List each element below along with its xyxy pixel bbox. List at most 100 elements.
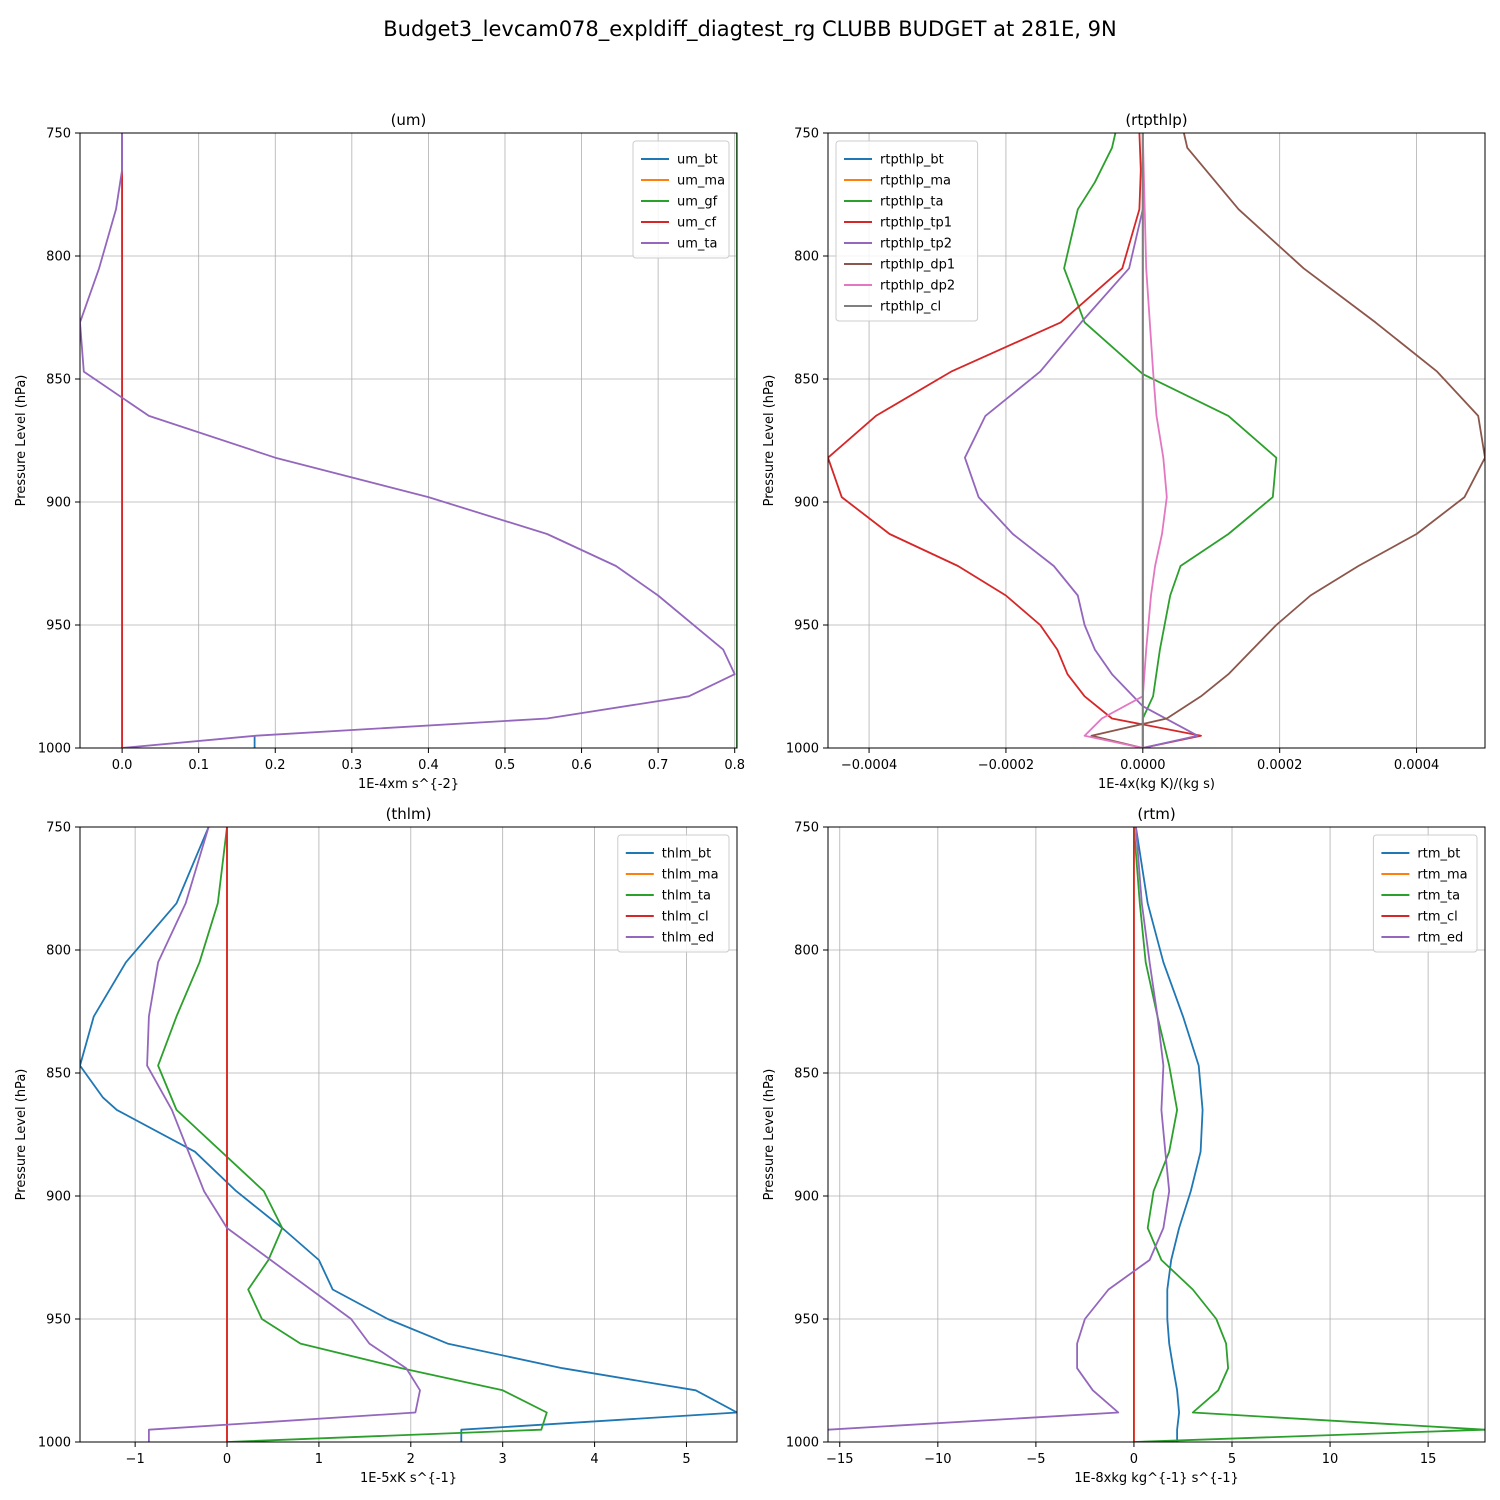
legend-label: rtpthlp_bt xyxy=(880,153,944,168)
series-lines xyxy=(828,133,1485,748)
legend-label: rtpthlp_cl xyxy=(880,300,941,315)
y-tick-label: 950 xyxy=(794,1313,819,1328)
y-tick-label: 750 xyxy=(46,127,71,142)
axes-frame xyxy=(827,826,1486,1443)
x-tick-label: 0.0004 xyxy=(1394,758,1440,773)
legend-box xyxy=(617,834,730,953)
series-line-rtm_bt xyxy=(1135,827,1204,1442)
figure-title: Budget3_levcam078_expldiff_diagtest_rg C… xyxy=(383,17,1116,42)
legend-label: rtpthlp_ma xyxy=(880,174,951,189)
y-tick-label: 900 xyxy=(46,1190,71,1205)
legend: um_bt um_ma um_gf um_cf um_ta xyxy=(632,140,730,259)
y-tick-label: 850 xyxy=(794,373,819,388)
legend-label: rtpthlp_tp1 xyxy=(880,216,952,231)
y-tick-label: 850 xyxy=(46,373,71,388)
y-tick-label: 950 xyxy=(794,619,819,634)
x-tick-label: 0.8 xyxy=(724,758,745,773)
legend-label: um_ta xyxy=(677,237,717,252)
x-tick-label: 0 xyxy=(1130,1452,1138,1467)
legend-label: um_bt xyxy=(677,153,718,168)
chart-panel: −15 −10 −5 0 5 10 15 750 800 850 900 950 1000 (rtm) 1E… xyxy=(762,805,1486,1486)
legend-label: um_gf xyxy=(677,195,718,210)
series-line-um_ta xyxy=(80,133,736,748)
x-tick-label: 1 xyxy=(315,1452,323,1467)
x-tick-label: −0.0002 xyxy=(978,758,1034,773)
y-tick-label: 850 xyxy=(46,1067,71,1082)
x-axis-label: 1E-8xkg kg^{-1} s^{-1} xyxy=(1074,1471,1239,1486)
y-tick-label: 1000 xyxy=(38,1436,71,1451)
series-lines xyxy=(80,133,737,748)
chart-panels: 0.0 0.1 0.2 0.3 0.4 0.5 0.6 0.7 0.8 750 800 850 900 9… xyxy=(14,111,1486,1486)
y-tick-label: 1000 xyxy=(38,742,71,757)
x-tick-label: 0.5 xyxy=(495,758,516,773)
legend-label: thlm_bt xyxy=(662,847,711,862)
legend-label: thlm_cl xyxy=(662,910,709,925)
legend: rtm_bt rtm_ma rtm_ta rtm_cl rtm_ed xyxy=(1372,834,1478,953)
x-tick-label: 0.3 xyxy=(341,758,362,773)
legend-label: rtm_ta xyxy=(1417,889,1460,904)
legend-label: rtm_bt xyxy=(1417,847,1460,862)
y-tick-label: 800 xyxy=(794,250,819,265)
y-tick-label: 850 xyxy=(794,1067,819,1082)
legend-label: rtm_ed xyxy=(1417,931,1463,946)
legend-label: thlm_ta xyxy=(662,889,711,904)
y-tick-label: 1000 xyxy=(786,1436,819,1451)
series-lines xyxy=(80,827,737,1442)
legend-label: thlm_ed xyxy=(662,931,714,946)
series-line-rtpthlp_dp1 xyxy=(1090,133,1485,748)
x-tick-label: 15 xyxy=(1420,1452,1437,1467)
series-line-thlm_ed xyxy=(146,827,421,1442)
legend-label: rtpthlp_ta xyxy=(880,195,943,210)
y-tick-label: 750 xyxy=(794,821,819,836)
y-tick-label: 900 xyxy=(794,1190,819,1205)
legend: thlm_bt thlm_ma thlm_ta thlm_cl thlm_ed xyxy=(617,834,730,953)
legend-box xyxy=(835,140,979,322)
legend-box xyxy=(1372,834,1478,953)
legend-label: thlm_ma xyxy=(662,868,719,883)
x-axis-label: 1E-4xm s^{-2} xyxy=(358,777,459,792)
x-tick-label: −10 xyxy=(924,1452,951,1467)
legend-label: rtpthlp_dp1 xyxy=(880,258,955,273)
x-tick-label: 3 xyxy=(499,1452,507,1467)
x-tick-label: 10 xyxy=(1322,1452,1339,1467)
legend: rtpthlp_bt rtpthlp_ma rtpthlp_ta rtpthlp_tp… xyxy=(835,140,979,322)
x-tick-label: 0.4 xyxy=(418,758,439,773)
y-tick-label: 800 xyxy=(794,944,819,959)
y-tick-label: 1000 xyxy=(786,742,819,757)
series-line-rtpthlp_dp2 xyxy=(1083,133,1168,748)
y-axis-label: Pressure Level (hPa) xyxy=(14,1069,29,1201)
series-line-rtpthlp_ta xyxy=(1063,133,1278,748)
axes-frame xyxy=(79,826,738,1443)
y-tick-label: 900 xyxy=(46,496,71,511)
y-tick-label: 950 xyxy=(46,619,71,634)
axes-frame xyxy=(827,132,1486,749)
x-tick-label: 0.0000 xyxy=(1120,758,1166,773)
x-tick-label: −15 xyxy=(826,1452,853,1467)
series-line-rtpthlp_tp2 xyxy=(964,133,1199,748)
panel-title: (um) xyxy=(391,111,427,129)
series-line-rtpthlp_tp1 xyxy=(828,133,1202,748)
series-line-thlm_ta xyxy=(157,827,548,1442)
legend-label: rtm_ma xyxy=(1417,868,1467,883)
y-axis-label: Pressure Level (hPa) xyxy=(762,375,777,507)
x-tick-label: 2 xyxy=(407,1452,415,1467)
y-tick-label: 900 xyxy=(794,496,819,511)
legend-label: um_cf xyxy=(677,216,717,231)
x-tick-label: 5 xyxy=(682,1452,690,1467)
y-tick-label: 800 xyxy=(46,250,71,265)
legend-label: rtm_cl xyxy=(1417,910,1457,925)
x-axis-label: 1E-5xK s^{-1} xyxy=(360,1471,457,1486)
chart-panel: −0.0004 −0.0002 0.0000 0.0002 0.0004 750 800 85… xyxy=(762,111,1486,792)
x-axis-label: 1E-4x(kg K)/(kg s) xyxy=(1098,777,1215,792)
y-axis-label: Pressure Level (hPa) xyxy=(14,375,29,507)
x-tick-label: 0 xyxy=(223,1452,231,1467)
legend-label: rtpthlp_tp2 xyxy=(880,237,952,252)
x-tick-label: 0.1 xyxy=(188,758,209,773)
x-tick-label: 0.0 xyxy=(112,758,133,773)
x-tick-label: 0.7 xyxy=(648,758,669,773)
panel-title: (rtm) xyxy=(1137,805,1175,823)
x-tick-label: 4 xyxy=(590,1452,598,1467)
legend-label: um_ma xyxy=(677,174,725,189)
y-tick-label: 750 xyxy=(794,127,819,142)
